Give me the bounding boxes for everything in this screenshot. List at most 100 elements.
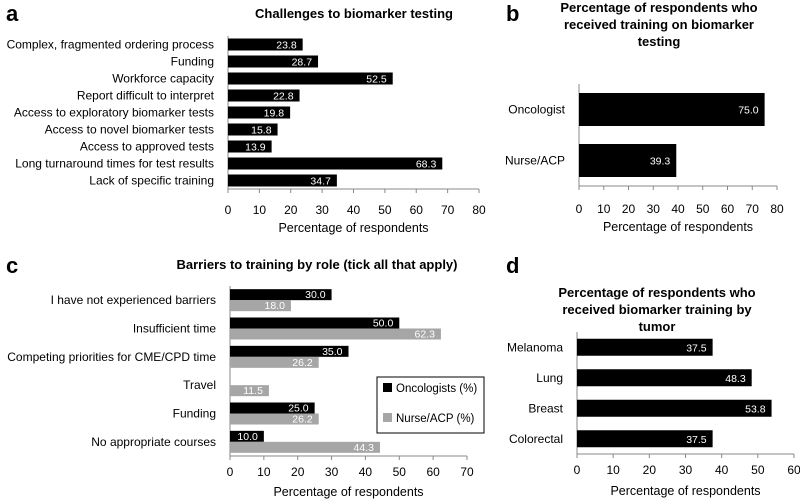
c-bar-nurse-acp — [230, 385, 269, 397]
b-x-tick-label: 40 — [671, 202, 685, 216]
d-title-line: tumor — [639, 319, 676, 334]
d-bar-value-label: 37.5 — [686, 342, 707, 354]
c-legend: Oncologists (%) Nurse/ACP (%) — [376, 376, 485, 434]
c-legend-box — [376, 376, 485, 434]
c-bar-nurse-acp — [230, 413, 319, 425]
c-category-label: No appropriate courses — [91, 435, 216, 449]
c-x-tick-label: 30 — [325, 465, 339, 479]
b-x-tick-label: 70 — [746, 202, 760, 216]
c-bar-value-label: 26.2 — [292, 414, 313, 426]
a-category-label: Access to approved tests — [80, 140, 214, 154]
d-x-tick-label: 0 — [574, 463, 581, 477]
b-bar-value-label: 39.3 — [650, 156, 671, 168]
c-bar-oncologists — [230, 317, 400, 329]
c-category-label: I have not experienced barriers — [51, 293, 216, 307]
d-bar-value-label: 53.8 — [745, 403, 766, 415]
d-bar — [577, 338, 713, 356]
a-category-label: Report difficult to interpret — [77, 89, 215, 103]
a-bar-value-label: 19.8 — [264, 108, 285, 120]
c-legend-swatch — [383, 413, 392, 422]
c-x-tick-label: 40 — [359, 465, 373, 479]
a-bar — [228, 89, 300, 102]
a-bar — [228, 174, 337, 187]
b-category-label: Nurse/ACP — [505, 154, 565, 168]
a-bar-value-label: 13.9 — [245, 142, 266, 154]
a-x-tick-label: 80 — [472, 203, 486, 217]
panel-letter-b: b — [506, 1, 519, 26]
c-bar-nurse-acp — [230, 441, 380, 453]
a-bar-value-label: 22.8 — [273, 91, 294, 103]
a-bar-value-label: 52.5 — [366, 74, 387, 86]
d-bar — [577, 369, 752, 387]
b-x-axis-label: Percentage of respondents — [603, 220, 753, 234]
b-title-line: Percentage of respondents who — [560, 0, 757, 15]
c-bar-oncologists — [230, 402, 315, 414]
a-x-tick-label: 0 — [225, 203, 232, 217]
a-x-tick-label: 70 — [441, 203, 455, 217]
a-bar — [228, 72, 393, 85]
c-bar-value-label: 44.3 — [354, 442, 375, 454]
b-category-label: Oncologist — [508, 103, 565, 117]
panel-letter-a: a — [6, 1, 19, 26]
d-x-tick-label: 30 — [679, 463, 693, 477]
d-x-tick-label: 40 — [715, 463, 729, 477]
b-x-tick-label: 10 — [597, 202, 611, 216]
d-title-line: Percentage of respondents who — [558, 285, 755, 300]
b-x-tick-label: 80 — [770, 202, 784, 216]
c-x-tick-label: 10 — [257, 465, 271, 479]
b-title-line: testing — [638, 34, 681, 49]
c-bar-value-label: 50.0 — [373, 318, 394, 330]
a-category-label: Lack of specific training — [89, 174, 214, 188]
c-x-tick-label: 20 — [291, 465, 305, 479]
a-x-tick-label: 60 — [410, 203, 424, 217]
chart-b: Percentage of respondents who received tr… — [505, 0, 784, 234]
panel-letter-c: c — [6, 253, 18, 278]
c-bar-nurse-acp — [230, 328, 441, 340]
c-bar-value-label: 35.0 — [322, 346, 343, 358]
a-bar-value-label: 68.3 — [416, 159, 437, 171]
d-category-label: Colorectal — [509, 432, 563, 446]
d-x-tick-label: 60 — [787, 463, 800, 477]
c-bar-nurse-acp — [230, 300, 291, 312]
d-category-label: Lung — [536, 371, 563, 385]
a-category-label: Workforce capacity — [112, 72, 214, 86]
c-bar-oncologists — [230, 345, 349, 357]
b-x-tick-label: 50 — [696, 202, 710, 216]
d-bar-value-label: 37.5 — [686, 434, 707, 446]
a-category-label: Access to novel biomarker tests — [45, 123, 214, 137]
d-x-axis-label: Percentage of respondents — [610, 484, 760, 498]
d-bar — [577, 430, 713, 448]
a-bar — [228, 106, 291, 119]
a-bar-value-label: 23.8 — [276, 40, 297, 52]
c-bar-value-label: 25.0 — [288, 403, 309, 415]
a-x-axis-label: Percentage of respondents — [278, 221, 428, 235]
a-bar — [228, 38, 303, 51]
a-bar-value-label: 28.7 — [292, 57, 313, 69]
chart-d: Percentage of respondents who received bi… — [507, 285, 800, 498]
a-bar — [228, 55, 319, 68]
c-title-line: Barriers to training by role (tick all t… — [176, 257, 457, 272]
d-bar-value-label: 48.3 — [725, 373, 746, 385]
d-x-tick-label: 20 — [643, 463, 657, 477]
c-bar-value-label: 10.0 — [237, 431, 258, 443]
a-x-tick-label: 30 — [315, 203, 329, 217]
a-x-tick-label: 20 — [284, 203, 298, 217]
d-category-label: Breast — [528, 401, 563, 415]
panel-letter-d: d — [506, 253, 519, 278]
a-x-tick-label: 50 — [378, 203, 392, 217]
a-category-label: Complex, fragmented ordering process — [7, 38, 214, 52]
c-x-tick-label: 70 — [460, 465, 474, 479]
c-x-tick-label: 50 — [393, 465, 407, 479]
b-x-tick-label: 30 — [647, 202, 661, 216]
c-legend-swatch — [383, 383, 392, 392]
b-bar-value-label: 75.0 — [738, 105, 759, 117]
c-bar-nurse-acp — [230, 356, 319, 368]
c-x-axis-label: Percentage of respondents — [273, 485, 423, 499]
a-category-label: Access to exploratory biomarker tests — [14, 106, 214, 120]
c-bar-oncologists — [230, 289, 332, 301]
a-bar — [228, 123, 278, 136]
a-x-tick-label: 10 — [253, 203, 267, 217]
c-category-label: Funding — [173, 407, 216, 421]
b-bar — [579, 144, 677, 177]
